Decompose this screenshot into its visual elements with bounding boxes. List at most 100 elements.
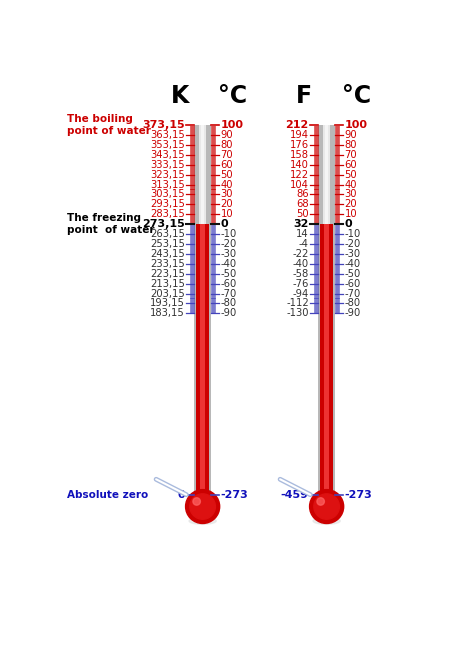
Text: -459: -459 — [281, 490, 309, 500]
Text: -273: -273 — [220, 490, 248, 500]
Text: 70: 70 — [220, 150, 233, 159]
Text: 194: 194 — [290, 130, 309, 140]
Text: -4: -4 — [299, 239, 309, 249]
Text: 183,15: 183,15 — [150, 309, 185, 318]
Bar — [199, 125, 207, 495]
Text: 40: 40 — [345, 180, 357, 189]
Text: -94: -94 — [292, 288, 309, 299]
Text: 80: 80 — [220, 140, 233, 150]
Text: K: K — [171, 84, 189, 108]
Text: 10: 10 — [220, 209, 233, 219]
Text: 70: 70 — [345, 150, 357, 159]
Text: 353,15: 353,15 — [150, 140, 185, 150]
Text: °C: °C — [219, 84, 247, 108]
Text: -58: -58 — [292, 269, 309, 279]
Text: 60: 60 — [345, 159, 357, 170]
Text: -10: -10 — [345, 229, 361, 239]
Text: 104: 104 — [290, 180, 309, 189]
Text: -30: -30 — [345, 249, 361, 259]
Text: 0: 0 — [177, 490, 185, 500]
Text: -20: -20 — [345, 239, 361, 249]
Text: -40: -40 — [292, 259, 309, 269]
Text: 323,15: 323,15 — [150, 170, 185, 180]
Text: 50: 50 — [345, 170, 357, 180]
Text: -90: -90 — [345, 309, 361, 318]
Text: Absolute zero: Absolute zero — [67, 490, 148, 500]
Text: 86: 86 — [296, 189, 309, 199]
Text: 176: 176 — [290, 140, 309, 150]
Text: -130: -130 — [286, 309, 309, 318]
Text: 333,15: 333,15 — [150, 159, 185, 170]
Text: -40: -40 — [345, 259, 361, 269]
Text: 303,15: 303,15 — [150, 189, 185, 199]
Circle shape — [317, 498, 324, 505]
Text: 213,15: 213,15 — [150, 279, 185, 288]
Bar — [320, 224, 333, 495]
Text: 158: 158 — [290, 150, 309, 159]
Text: 30: 30 — [220, 189, 233, 199]
Text: 373,15: 373,15 — [142, 120, 185, 130]
Text: -50: -50 — [220, 269, 237, 279]
Text: -60: -60 — [345, 279, 361, 288]
Text: 273,15: 273,15 — [142, 219, 185, 229]
Text: 50: 50 — [220, 170, 233, 180]
Bar — [325, 224, 329, 495]
Text: 10: 10 — [345, 209, 357, 219]
Text: 363,15: 363,15 — [150, 130, 185, 140]
Bar — [320, 493, 333, 506]
Ellipse shape — [313, 518, 340, 524]
Text: 50: 50 — [296, 209, 309, 219]
Text: 60: 60 — [220, 159, 233, 170]
Text: -40: -40 — [220, 259, 237, 269]
Text: 193,15: 193,15 — [150, 298, 185, 309]
Circle shape — [314, 494, 339, 519]
Bar — [201, 125, 204, 495]
Text: -50: -50 — [345, 269, 361, 279]
Text: °C: °C — [342, 84, 372, 108]
Bar — [325, 125, 328, 495]
Text: 283,15: 283,15 — [150, 209, 185, 219]
Text: F: F — [296, 84, 312, 108]
Text: The freezing
point  of water: The freezing point of water — [67, 213, 155, 236]
Text: 0: 0 — [220, 219, 228, 229]
Text: 20: 20 — [220, 199, 233, 210]
Text: -22: -22 — [292, 249, 309, 259]
Circle shape — [310, 490, 344, 523]
Bar — [318, 125, 335, 495]
Text: 293,15: 293,15 — [150, 199, 185, 210]
Bar — [197, 493, 209, 506]
Text: 20: 20 — [345, 199, 357, 210]
Text: 263,15: 263,15 — [150, 229, 185, 239]
Text: 140: 140 — [290, 159, 309, 170]
Text: 122: 122 — [290, 170, 309, 180]
Text: 90: 90 — [220, 130, 233, 140]
Text: -20: -20 — [220, 239, 237, 249]
Text: -70: -70 — [220, 288, 237, 299]
Text: 80: 80 — [345, 140, 357, 150]
Text: -80: -80 — [345, 298, 361, 309]
Text: -30: -30 — [220, 249, 237, 259]
Text: 0: 0 — [345, 219, 352, 229]
Text: -10: -10 — [220, 229, 237, 239]
Text: 223,15: 223,15 — [150, 269, 185, 279]
Text: -70: -70 — [345, 288, 361, 299]
Text: 40: 40 — [220, 180, 233, 189]
Bar — [201, 224, 205, 495]
Text: 14: 14 — [296, 229, 309, 239]
Text: 343,15: 343,15 — [150, 150, 185, 159]
Circle shape — [190, 494, 215, 519]
Circle shape — [186, 490, 219, 523]
Bar — [197, 224, 209, 495]
Text: -273: -273 — [345, 490, 372, 500]
Text: 313,15: 313,15 — [150, 180, 185, 189]
Text: The boiling
point of water: The boiling point of water — [67, 114, 151, 136]
Bar — [194, 125, 211, 495]
Text: -76: -76 — [292, 279, 309, 288]
Text: 203,15: 203,15 — [150, 288, 185, 299]
Text: 90: 90 — [345, 130, 357, 140]
Text: -90: -90 — [220, 309, 237, 318]
Text: -80: -80 — [220, 298, 237, 309]
Text: 100: 100 — [345, 120, 367, 130]
Ellipse shape — [189, 518, 216, 524]
Text: 233,15: 233,15 — [150, 259, 185, 269]
